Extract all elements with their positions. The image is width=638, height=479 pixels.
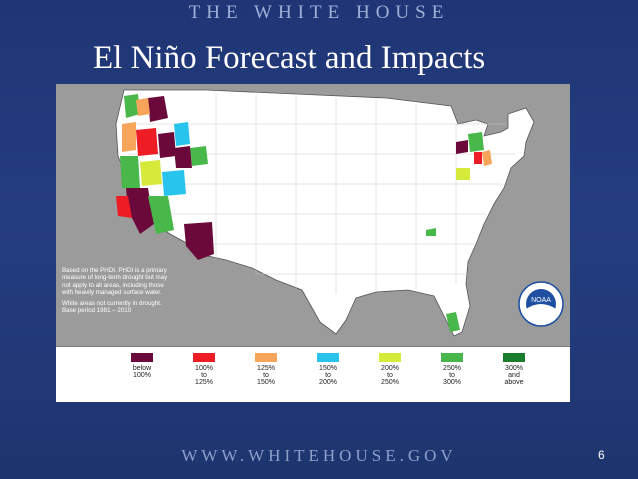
legend-item: 150% to 200%	[298, 353, 358, 386]
map-note-line-1: Based on the PHDI. PHDI is a primary mea…	[62, 267, 168, 297]
region-ca-north	[120, 156, 140, 188]
region-ne-yellow	[456, 168, 470, 180]
region-fl-green	[446, 312, 460, 332]
page-number: 6	[598, 448, 605, 462]
map-note: Based on the PHDI. PHDI is a primary mea…	[62, 267, 172, 317]
slide-title: El Niño Forecast and Impacts	[93, 40, 486, 76]
region-nv-green	[148, 196, 174, 234]
legend-swatch	[379, 353, 401, 362]
legend-swatch	[193, 353, 215, 362]
legend-label: 125% to 150%	[257, 365, 275, 386]
legend-label: 150% to 200%	[319, 365, 337, 386]
region-id-green	[190, 146, 208, 166]
legend-swatch	[503, 353, 525, 362]
region-ne-red	[474, 152, 482, 164]
drought-map-figure: Based on the PHDI. PHDI is a primary mea…	[56, 84, 570, 402]
legend-swatch	[441, 353, 463, 362]
us-map	[115, 89, 535, 337]
region-ne-green	[468, 132, 484, 152]
legend-swatch	[131, 353, 153, 362]
legend-item: 100% to 125%	[174, 353, 234, 386]
region-id-maroon	[174, 146, 192, 168]
legend-item: below 100%	[112, 353, 172, 379]
noaa-logo-text: NOAA	[531, 297, 551, 304]
region-wa-orange	[136, 98, 150, 116]
region-ca-maroon	[126, 188, 154, 234]
legend-item: 300% and above	[484, 353, 544, 386]
region-az-maroon	[184, 222, 214, 260]
county-lines	[128, 94, 516, 294]
region-nv-cyan	[162, 170, 186, 196]
legend-item: 250% to 300%	[422, 353, 482, 386]
region-or-red	[136, 128, 158, 156]
region-ne-maroon	[456, 140, 468, 154]
region-or-west	[122, 122, 136, 152]
legend-bar: below 100% 100% to 125% 125% to 150% 150…	[56, 346, 570, 402]
region-ne-orange	[482, 150, 492, 166]
noaa-logo: NOAA	[518, 281, 564, 327]
legend-label: 300% and above	[504, 365, 524, 386]
legend-label: below 100%	[132, 365, 152, 379]
legend-label: 250% to 300%	[443, 365, 461, 386]
region-wa-east	[148, 96, 168, 122]
map-note-line-2: White areas not currently in drought. Ba…	[62, 299, 162, 315]
legend-label: 100% to 125%	[195, 365, 213, 386]
header-brand: THE WHITE HOUSE	[188, 2, 450, 23]
region-nc-green	[426, 228, 436, 236]
legend-swatch	[317, 353, 339, 362]
legend-swatch	[255, 353, 277, 362]
region-ca-yellow	[140, 160, 162, 186]
legend-label: 200% to 250%	[381, 365, 399, 386]
region-id-cyan	[174, 122, 190, 146]
region-ca-red	[116, 196, 132, 218]
footer-url[interactable]: WWW.WHITEHOUSE.GOV	[181, 446, 457, 465]
legend-item: 200% to 250%	[360, 353, 420, 386]
region-or-maroon	[158, 132, 176, 158]
legend-item: 125% to 150%	[236, 353, 296, 386]
